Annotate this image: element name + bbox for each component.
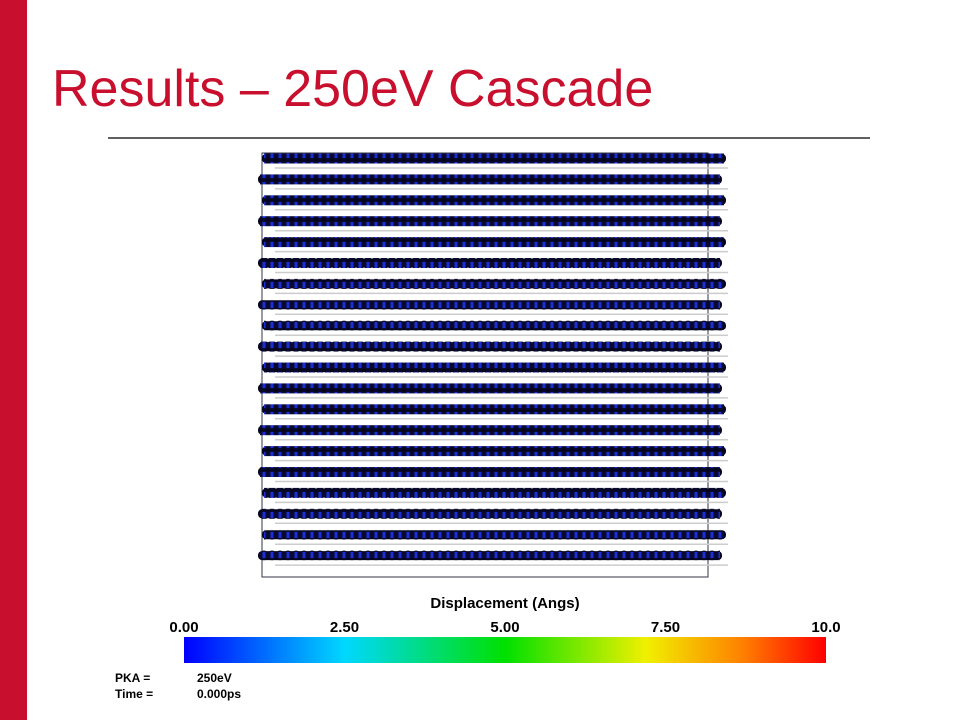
atom-row <box>264 320 724 331</box>
atom-row <box>260 299 720 310</box>
atom-rows <box>258 153 728 566</box>
atom-row <box>260 258 720 268</box>
colorbar-tick-label: 5.00 <box>490 619 519 636</box>
atom-row <box>264 195 724 206</box>
atom-row <box>260 341 720 352</box>
pka-label: PKA = <box>115 671 150 685</box>
atom-row <box>260 467 720 477</box>
pka-value: 250eV <box>197 671 232 685</box>
atom-row <box>260 508 720 519</box>
colorbar <box>184 637 826 663</box>
atom-row <box>264 362 724 373</box>
atom-row <box>260 383 720 394</box>
atom-row <box>260 550 720 561</box>
side-bar <box>0 0 27 720</box>
atom-row <box>264 237 724 248</box>
atom-row <box>260 216 720 227</box>
atom-row <box>264 404 724 415</box>
atom-row <box>264 487 724 498</box>
atom-row <box>264 153 724 164</box>
atom-row <box>264 529 724 540</box>
atom-row <box>260 174 720 185</box>
colorbar-tick-label: 10.0 <box>811 619 840 636</box>
colorbar-tick-label: 0.00 <box>169 619 198 636</box>
colorbar-tick-label: 7.50 <box>651 619 680 636</box>
atom-row <box>264 446 724 457</box>
atom-row <box>260 425 720 436</box>
slide-title: Results – 250eV Cascade <box>52 60 653 118</box>
colorbar-label: Displacement (Angs) <box>430 595 579 612</box>
colorbar-tick-label: 2.50 <box>330 619 359 636</box>
time-value: 0.000ps <box>197 687 241 701</box>
colorbar-ticks: 0.00 2.50 5.00 7.50 10.0 <box>169 619 840 636</box>
time-label: Time = <box>115 687 153 701</box>
atom-row <box>264 278 724 289</box>
